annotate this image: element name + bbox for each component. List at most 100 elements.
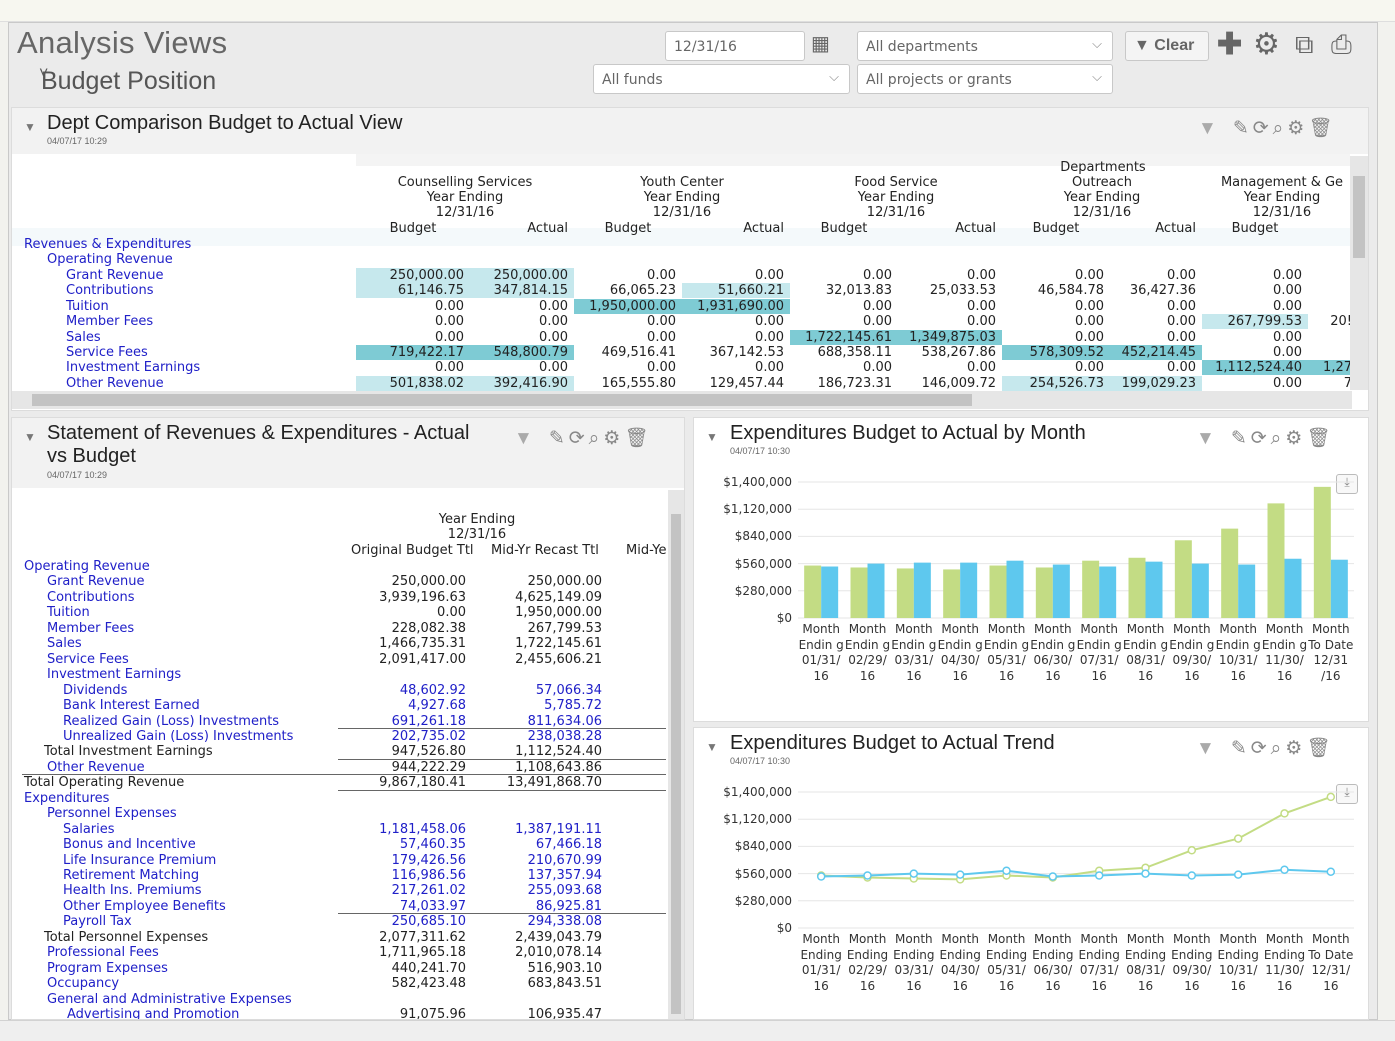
statement-row-label[interactable]: Program Expenses	[47, 960, 168, 976]
gear-icon[interactable]: ⚙	[603, 428, 625, 449]
statement-row-label[interactable]: Payroll Tax	[63, 914, 132, 930]
search-icon[interactable]: ⌕	[1270, 738, 1286, 759]
gear-icon[interactable]: ⚙	[1253, 28, 1280, 61]
statement-row-label[interactable]: Advertising and Promotion	[67, 1007, 240, 1020]
search-icon[interactable]: ⌕	[1272, 118, 1288, 139]
table-header-band	[356, 154, 1350, 166]
dept-cell: 0.00	[1167, 329, 1196, 345]
trash-icon[interactable]: 🗑	[1306, 738, 1335, 759]
statement-row-label[interactable]: Personnel Expenses	[47, 806, 177, 822]
row-subgroup-label[interactable]: Operating Revenue	[47, 252, 173, 267]
collapse-triangle-icon[interactable]: ▼	[706, 430, 718, 444]
add-icon[interactable]: ✚	[1217, 28, 1243, 61]
gear-icon[interactable]: ⚙	[1287, 118, 1309, 139]
point	[1002, 866, 1011, 875]
recast-value: 1,112,524.40	[515, 744, 602, 760]
dept-row-label[interactable]: Other Revenue	[66, 375, 164, 391]
point	[1233, 870, 1243, 879]
filter-icon[interactable]: ▼	[1198, 118, 1221, 139]
statement-row-label[interactable]: Sales	[47, 636, 82, 652]
trash-icon[interactable]: 🗑	[1306, 428, 1335, 449]
collapse-triangle-icon[interactable]: ▼	[24, 430, 36, 444]
dept-row-label[interactable]: Service Fees	[66, 345, 148, 360]
clear-button[interactable]: ▼ Clear	[1125, 31, 1209, 61]
statement-row-label[interactable]: Other Employee Benefits	[63, 898, 226, 914]
projects-select[interactable]: All projects or grants ⌵	[857, 64, 1113, 94]
original-budget-value: 202,735.02	[391, 728, 466, 744]
statement-row-label[interactable]: Health Ins. Premiums	[63, 883, 202, 899]
refresh-icon[interactable]: ⟳	[1250, 738, 1271, 759]
print-icon[interactable]: ⎙	[1331, 29, 1352, 59]
statement-row-label[interactable]: Grant Revenue	[47, 574, 145, 590]
bar	[1313, 486, 1331, 618]
view-subtitle[interactable]: Budget Position	[41, 67, 217, 95]
date-input[interactable]: 12/31/16	[665, 31, 805, 61]
funds-select[interactable]: All funds ⌵	[593, 64, 850, 94]
vertical-scrollbar[interactable]	[668, 490, 684, 1019]
statement-row-label[interactable]: Realized Gain (Loss) Investments	[63, 713, 280, 729]
collapse-triangle-icon[interactable]: ▼	[24, 120, 36, 134]
statement-row-label[interactable]: Professional Fees	[47, 945, 159, 961]
gear-icon[interactable]: ⚙	[1285, 428, 1307, 449]
calendar-icon[interactable]: ▦	[811, 33, 830, 55]
panel-title: Expenditures Budget to Actual by Month	[730, 422, 1086, 444]
statement-row-label[interactable]: Unrealized Gain (Loss) Investments	[63, 728, 294, 744]
filter-icon[interactable]: ▼	[1196, 738, 1219, 759]
trash-icon[interactable]: 🗑	[624, 428, 653, 449]
filter-icon[interactable]: ▼	[1196, 428, 1219, 449]
statement-row-label[interactable]: Investment Earnings	[47, 667, 182, 683]
statement-row-label[interactable]: Member Fees	[47, 620, 135, 636]
dept-row-label[interactable]: Member Fees	[66, 314, 154, 330]
dept-row-label[interactable]: Sales	[66, 329, 101, 345]
statement-row-label[interactable]: Dividends	[63, 682, 128, 698]
row-group-label[interactable]: Revenues & Expenditures	[24, 237, 192, 252]
collapse-triangle-icon[interactable]: ▼	[706, 740, 718, 754]
search-icon[interactable]: ⌕	[1270, 428, 1286, 449]
point	[1048, 872, 1058, 881]
statement-row-label[interactable]: Operating Revenue	[24, 559, 150, 574]
copy-icon[interactable]: ⧉	[1295, 29, 1314, 59]
scroll-thumb[interactable]	[1353, 176, 1365, 258]
statement-row-label[interactable]: Occupancy	[47, 976, 120, 992]
refresh-icon[interactable]: ⟳	[568, 428, 589, 449]
dept-cell: 36,427.36	[1129, 283, 1196, 299]
statement-row-label[interactable]: Life Insurance Premium	[63, 852, 217, 868]
dept-row-label[interactable]: Grant Revenue	[66, 268, 164, 283]
dept-cell: 1,112,524.40	[1202, 360, 1308, 376]
trash-icon[interactable]: 🗑	[1308, 118, 1337, 139]
statement-row-label[interactable]: Tuition	[47, 605, 90, 621]
dept-cell: 0.00	[539, 329, 568, 345]
search-icon[interactable]: ⌕	[588, 428, 604, 449]
statement-row-label[interactable]: Contributions	[47, 589, 135, 605]
dept-cell: 0.00	[1273, 329, 1302, 345]
pencil-icon[interactable]: ✎	[1230, 738, 1251, 759]
statement-row-label[interactable]: Other Revenue	[47, 759, 145, 775]
pencil-icon[interactable]: ✎	[1232, 118, 1253, 139]
panel-toolbar: ▼ ✎⟳⌕⚙🗑	[1196, 736, 1334, 760]
recast-value: 57,066.34	[535, 682, 602, 698]
refresh-icon[interactable]: ⟳	[1252, 118, 1273, 139]
gear-icon[interactable]: ⚙	[1285, 738, 1307, 759]
vertical-scrollbar[interactable]	[1350, 156, 1368, 390]
departments-select[interactable]: All departments ⌵	[857, 31, 1113, 61]
refresh-icon[interactable]: ⟳	[1250, 428, 1271, 449]
statement-row-label[interactable]: Bonus and Incentive	[63, 837, 196, 853]
statement-row-label[interactable]: Retirement Matching	[63, 868, 200, 883]
pencil-icon[interactable]: ✎	[1230, 428, 1251, 449]
scroll-thumb[interactable]	[671, 514, 681, 1014]
statement-row-label[interactable]: Expenditures	[24, 790, 110, 806]
original-budget-value: 217,261.02	[391, 883, 466, 899]
dept-row-label[interactable]: Tuition	[66, 298, 109, 314]
pencil-icon[interactable]: ✎	[548, 428, 569, 449]
statement-row-label[interactable]: Salaries	[63, 821, 115, 837]
dept-row-label[interactable]: Contributions	[66, 283, 154, 299]
horizontal-scrollbar[interactable]	[12, 391, 1352, 409]
statement-row-label[interactable]: Service Fees	[47, 651, 129, 667]
original-budget-value: 57,460.35	[399, 837, 466, 853]
chevron-down-icon[interactable]: ˅	[39, 65, 49, 82]
statement-row-label[interactable]: General and Administrative Expenses	[47, 991, 292, 1007]
dept-row-label[interactable]: Investment Earnings	[66, 360, 201, 376]
statement-row-label[interactable]: Bank Interest Earned	[63, 698, 200, 714]
scroll-thumb[interactable]	[32, 394, 972, 406]
filter-icon[interactable]: ▼	[514, 428, 537, 449]
